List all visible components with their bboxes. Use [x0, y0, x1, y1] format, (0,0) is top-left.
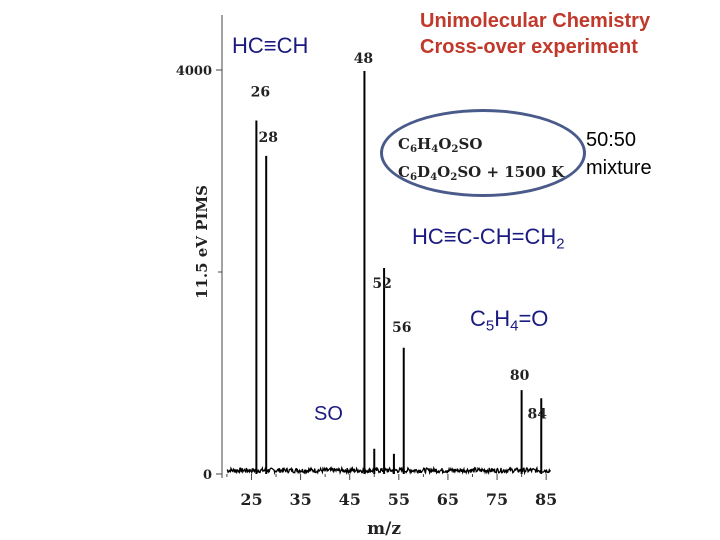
c5h4o-h: H [494, 306, 511, 331]
f1-o-sub: 2 [451, 143, 459, 156]
spectrum-trace [226, 71, 552, 476]
formula-line-1: C6H4O2SO [398, 133, 564, 161]
mixture-line-1: 50:50 [586, 129, 637, 151]
sample-formula: C6H4O2SO C6D4O2SO + 1500 K [398, 133, 564, 189]
f1-c-sub: 6 [409, 143, 418, 156]
c5h4o-rest: =O [518, 306, 549, 331]
peak-label-28: 28 [258, 130, 277, 146]
x-tick-label: 65 [437, 490, 459, 509]
title-line-2: Cross-over experiment [420, 36, 638, 58]
x-tick-label: 45 [339, 490, 361, 509]
x-tick-label: 85 [535, 490, 557, 509]
f1-h-sub: 4 [431, 143, 439, 156]
f1-rest: SO [458, 135, 483, 153]
x-tick-label: 25 [240, 490, 262, 509]
vinylacetylene-main: HC≡C-CH=CH [412, 224, 557, 249]
c5h4o-h-sub: 4 [510, 317, 519, 335]
vinylacetylene-sub: 2 [556, 235, 565, 253]
x-tick-label: 55 [388, 490, 410, 509]
mixture-line-2: mixture [586, 157, 652, 179]
x-axis-label: m/z [367, 519, 401, 539]
f1-h: H [417, 135, 432, 153]
f2-d: D [417, 163, 431, 182]
slide-title: Unimolecular Chemistry Cross-over experi… [420, 8, 650, 60]
peak-label-84: 84 [528, 406, 548, 422]
so-annotation: SO [314, 403, 343, 425]
f2-rest: SO + 1500 K [457, 163, 565, 182]
peak-label-80: 80 [510, 368, 530, 384]
peak-label-56: 56 [392, 320, 411, 336]
f2-c-sub: 6 [409, 171, 418, 184]
y-tick-label: 0 [203, 468, 212, 483]
formula-highlight-oval [380, 109, 586, 197]
mixture-annotation: 50:50 mixture [586, 126, 652, 182]
vinylacetylene-annotation: HC≡C-CH=CH2 [412, 224, 565, 252]
f2-c: C [398, 163, 410, 182]
formula-line-2: C6D4O2SO + 1500 K [398, 161, 564, 189]
y-tick-label: 4000 [176, 64, 212, 79]
peak-label-52: 52 [372, 276, 391, 292]
title-line-1: Unimolecular Chemistry [420, 10, 651, 32]
c5h4o-c-sub: 5 [485, 317, 495, 335]
x-tick-label: 35 [289, 490, 311, 509]
f1-o: O [438, 135, 452, 153]
f2-o: O [437, 163, 451, 182]
peak-label-48: 48 [354, 51, 373, 67]
baseline-noise [226, 465, 552, 476]
cyclopentadienone-annotation: C5H4=O [470, 306, 548, 334]
f2-o-sub: 2 [450, 171, 458, 184]
acetylene-annotation: HC≡CH [232, 33, 309, 58]
peak-label-26: 26 [251, 85, 270, 101]
f2-d-sub: 4 [430, 171, 438, 184]
f1-c: C [398, 135, 410, 153]
c5h4o-c: C [470, 306, 486, 331]
y-axis-label: 11.5 eV PIMS [193, 185, 211, 299]
x-tick-label: 75 [486, 490, 508, 509]
